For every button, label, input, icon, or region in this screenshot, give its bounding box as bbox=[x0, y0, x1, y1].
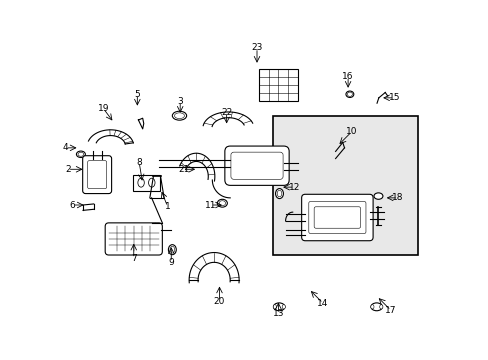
Text: 2: 2 bbox=[65, 165, 70, 174]
Text: 20: 20 bbox=[213, 297, 224, 306]
Text: 21: 21 bbox=[178, 165, 189, 174]
Text: 15: 15 bbox=[388, 93, 400, 102]
Ellipse shape bbox=[273, 303, 285, 311]
Text: 12: 12 bbox=[288, 183, 300, 192]
Text: 16: 16 bbox=[342, 72, 353, 81]
Ellipse shape bbox=[345, 91, 353, 98]
Ellipse shape bbox=[370, 305, 373, 309]
Bar bbox=[133, 175, 160, 191]
Ellipse shape bbox=[168, 245, 176, 255]
Text: 23: 23 bbox=[251, 43, 262, 52]
Ellipse shape bbox=[370, 303, 382, 311]
Text: 18: 18 bbox=[391, 193, 403, 202]
Text: 17: 17 bbox=[385, 306, 396, 315]
FancyBboxPatch shape bbox=[224, 146, 288, 185]
Ellipse shape bbox=[217, 199, 227, 207]
Text: 1: 1 bbox=[164, 202, 170, 211]
Text: 11: 11 bbox=[204, 201, 216, 210]
Ellipse shape bbox=[373, 193, 382, 199]
Ellipse shape bbox=[275, 189, 283, 199]
Ellipse shape bbox=[346, 92, 352, 96]
Ellipse shape bbox=[138, 178, 144, 187]
Ellipse shape bbox=[172, 111, 186, 120]
FancyBboxPatch shape bbox=[301, 194, 372, 241]
Text: 7: 7 bbox=[131, 254, 136, 263]
Ellipse shape bbox=[277, 190, 281, 197]
Text: 19: 19 bbox=[98, 104, 109, 113]
Text: 6: 6 bbox=[69, 201, 75, 210]
Ellipse shape bbox=[219, 201, 225, 206]
Ellipse shape bbox=[379, 305, 382, 309]
FancyBboxPatch shape bbox=[82, 156, 111, 194]
Ellipse shape bbox=[273, 305, 276, 309]
Ellipse shape bbox=[174, 113, 184, 118]
Text: 10: 10 bbox=[345, 127, 357, 136]
Ellipse shape bbox=[282, 305, 285, 309]
Text: 5: 5 bbox=[134, 90, 140, 99]
Ellipse shape bbox=[148, 178, 155, 187]
Text: 22: 22 bbox=[221, 108, 232, 117]
Ellipse shape bbox=[170, 246, 174, 253]
Text: 3: 3 bbox=[177, 97, 183, 106]
Ellipse shape bbox=[78, 152, 83, 156]
Text: 14: 14 bbox=[317, 299, 328, 308]
FancyBboxPatch shape bbox=[105, 223, 162, 255]
Text: 9: 9 bbox=[168, 258, 174, 267]
Ellipse shape bbox=[76, 151, 85, 157]
Bar bbox=[272, 116, 417, 255]
Text: 4: 4 bbox=[62, 143, 68, 152]
Text: 8: 8 bbox=[136, 158, 142, 167]
Text: 13: 13 bbox=[272, 310, 284, 319]
Bar bbox=[258, 69, 298, 102]
